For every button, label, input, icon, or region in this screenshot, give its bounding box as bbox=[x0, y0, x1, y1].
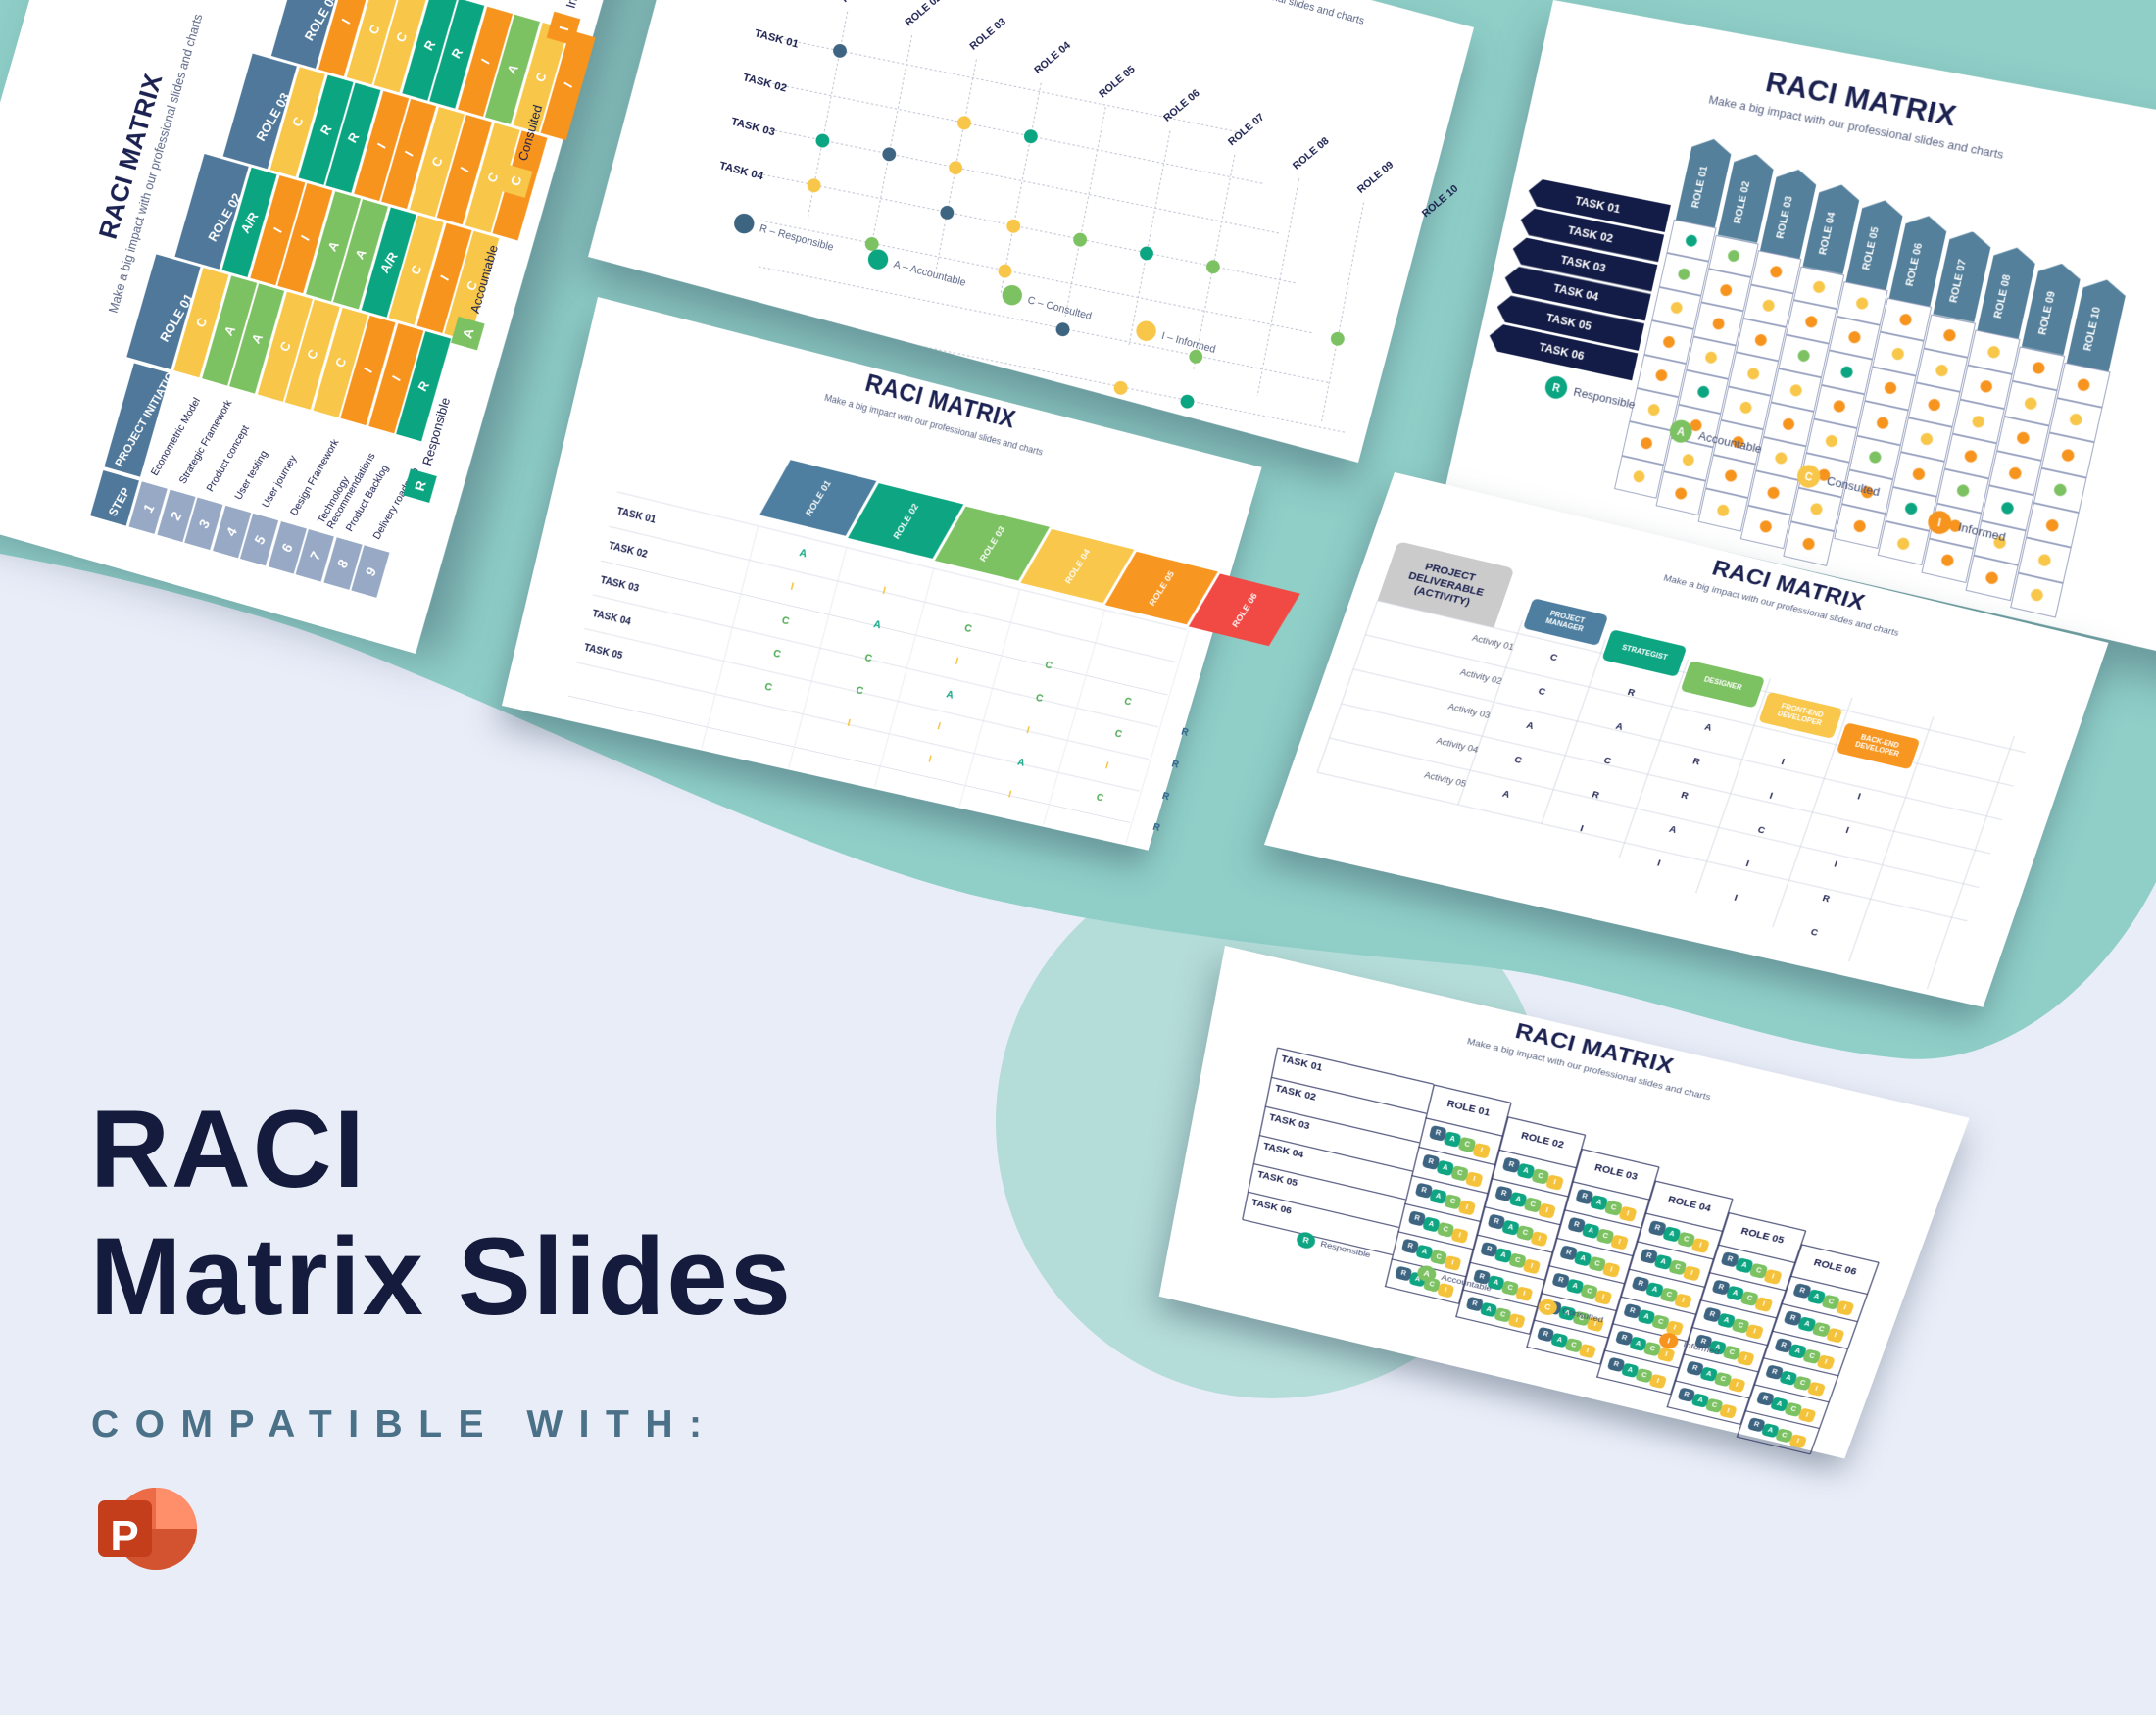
svg-text:P: P bbox=[110, 1512, 138, 1560]
